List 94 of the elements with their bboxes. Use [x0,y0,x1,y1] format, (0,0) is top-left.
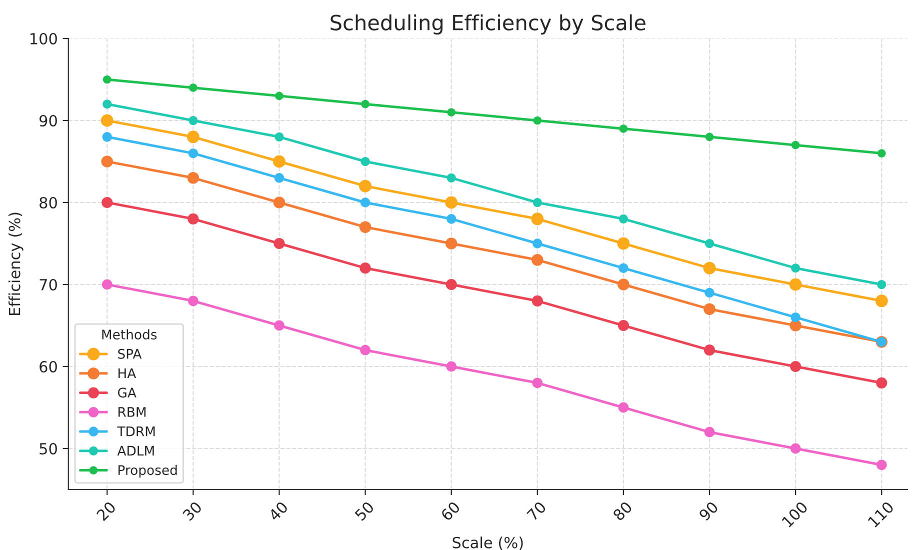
y-tick-label: 50 [40,442,57,455]
y-tick-label: 100 [30,32,57,45]
x-tick-label: 110 [867,500,894,528]
point [102,75,112,84]
point [360,156,370,166]
point [360,262,371,274]
x-tick-label: 100 [781,500,808,528]
point [704,303,716,316]
legend-label: SPA [118,348,142,359]
point [619,124,628,133]
point [446,361,457,372]
point [790,360,802,372]
point [705,132,714,142]
y-tick-label: 70 [40,278,57,291]
legend-label: RBM [118,407,146,417]
point [446,214,456,224]
point [188,296,198,306]
point [188,148,198,158]
x-axis-title: Scale (%) [452,536,523,550]
point [445,238,458,250]
point [703,262,716,274]
point [875,294,888,308]
point [359,221,372,234]
point [188,213,199,224]
point [102,279,112,290]
point [100,114,114,127]
point [446,173,456,182]
point [272,155,286,168]
point [705,238,714,248]
point [876,377,888,388]
point [273,196,286,208]
legend-title: Methods [102,329,157,340]
x-tick-label: 50 [354,500,375,522]
point [618,320,630,332]
legend-label: GA [118,388,136,398]
point [531,212,544,226]
point [360,344,370,356]
legend-label: TDRM [117,426,155,436]
x-tick-label: 80 [612,500,633,522]
point [445,196,458,209]
point [361,100,370,108]
point [618,263,628,273]
point [274,173,284,183]
point [532,254,544,266]
point [533,116,542,125]
point [189,84,198,92]
point [187,172,200,184]
point [532,238,542,248]
point [790,312,800,322]
point [101,156,114,168]
legend-label: ADLM [117,446,154,456]
point [532,198,542,208]
y-axis-title: Efficiency (%) [8,212,24,316]
point [789,278,802,291]
point [532,378,543,388]
point [102,132,112,142]
x-tick-label: 60 [440,500,461,522]
point [274,132,284,142]
point [275,92,284,100]
point [532,295,543,306]
legend-label: Proposed [118,464,177,478]
point [618,278,630,290]
point [274,320,284,331]
point [877,280,886,290]
y-tick-label: 90 [40,114,57,127]
point [617,237,630,250]
point [791,140,800,150]
point [447,108,456,116]
point [876,460,887,470]
point [791,264,800,273]
point [704,426,715,438]
legend-label: HA [118,368,136,378]
point [704,344,716,356]
point [359,180,372,192]
point [186,130,200,144]
point [274,238,285,250]
y-tick-label: 60 [40,360,57,373]
point [188,116,198,126]
y-tick-label: 80 [40,196,57,209]
point [102,100,112,109]
point [360,198,370,208]
chart-title: Scheduling Efficiency by Scale [330,14,646,34]
x-tick-label: 90 [698,500,719,522]
point [704,288,714,298]
point [790,443,801,454]
x-tick-label: 70 [526,500,547,522]
x-tick-label: 30 [182,500,202,522]
point [618,214,628,224]
x-tick-label: 20 [96,500,116,522]
point [102,196,113,208]
point [446,278,457,290]
x-tick-label: 40 [268,500,289,522]
point [618,402,629,413]
point [877,149,886,158]
